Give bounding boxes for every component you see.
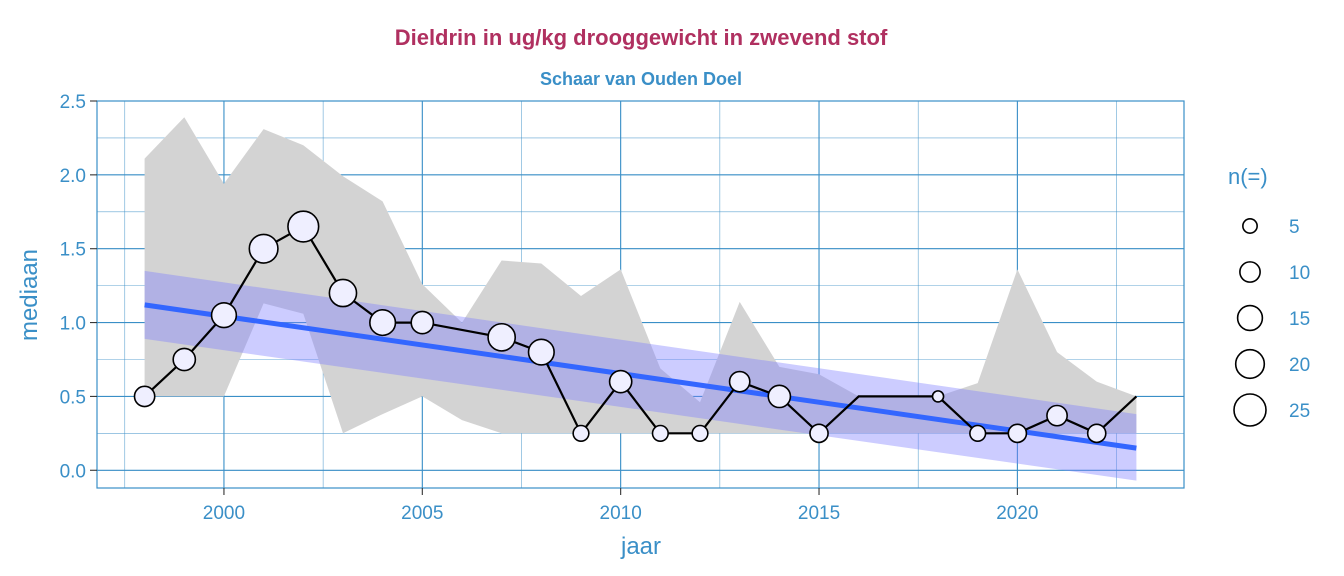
legend-key-circle xyxy=(1242,218,1258,234)
range-band xyxy=(144,117,1137,434)
legend-key-circle xyxy=(1234,348,1266,380)
x-tick-label: 2015 xyxy=(798,503,840,524)
data-point xyxy=(728,370,751,393)
legend: n(=) 5 10 15 20 25 xyxy=(1228,164,1310,427)
legend-key-circle xyxy=(1236,304,1264,332)
x-tick-label: 2005 xyxy=(401,503,443,524)
data-point xyxy=(328,278,358,308)
legend-key-circle xyxy=(1239,261,1261,283)
plot-border xyxy=(96,100,1185,489)
legend-key-circle xyxy=(1233,393,1267,427)
series xyxy=(133,210,1138,444)
legend-label: 25 xyxy=(1289,401,1310,422)
data-point xyxy=(133,385,156,408)
data-point xyxy=(527,338,555,366)
y-axis-label: mediaan xyxy=(16,249,43,341)
data-point xyxy=(248,233,279,264)
data-point xyxy=(969,424,987,442)
chart-title: Dieldrin in ug/kg drooggewicht in zweven… xyxy=(395,25,888,50)
legend-label: 5 xyxy=(1289,217,1300,238)
data-point xyxy=(767,384,792,409)
data-point xyxy=(691,424,709,442)
chart-subtitle: Schaar van Ouden Doel xyxy=(540,69,742,89)
x-axis-label: jaar xyxy=(620,533,661,560)
y-tick-label: 2.5 xyxy=(60,92,86,113)
data-point xyxy=(608,369,633,394)
axes: 0.0 0.5 1.0 1.5 2.0 2.5 2000 2005 2010 2015 2020 xyxy=(60,92,1185,524)
trend-line xyxy=(144,302,1137,451)
x-tick-label: 2010 xyxy=(600,503,642,524)
x-tick-label: 2000 xyxy=(203,503,245,524)
data-point xyxy=(572,424,590,442)
y-tick-label: 1.0 xyxy=(60,314,86,335)
legend-label: 20 xyxy=(1289,355,1310,376)
legend-label: 15 xyxy=(1289,309,1310,330)
data-point xyxy=(410,310,435,335)
data-point xyxy=(172,347,197,372)
data-point xyxy=(1086,423,1107,444)
y-tick-label: 1.5 xyxy=(60,240,86,261)
x-tick-label: 2020 xyxy=(996,503,1038,524)
y-tick-label: 2.0 xyxy=(60,166,86,187)
data-point xyxy=(487,322,517,352)
legend-title: n(=) xyxy=(1228,164,1268,189)
data-point xyxy=(651,424,669,442)
data-point xyxy=(809,423,829,444)
legend-label: 10 xyxy=(1289,263,1310,284)
data-point xyxy=(931,390,945,403)
data-point xyxy=(210,301,238,329)
data-point xyxy=(1046,404,1068,427)
data-point xyxy=(287,210,320,243)
y-tick-label: 0.5 xyxy=(60,387,86,408)
y-tick-label: 0.0 xyxy=(60,461,86,482)
data-point xyxy=(369,308,397,337)
min-max-band xyxy=(144,117,1137,434)
data-point xyxy=(1007,423,1028,444)
